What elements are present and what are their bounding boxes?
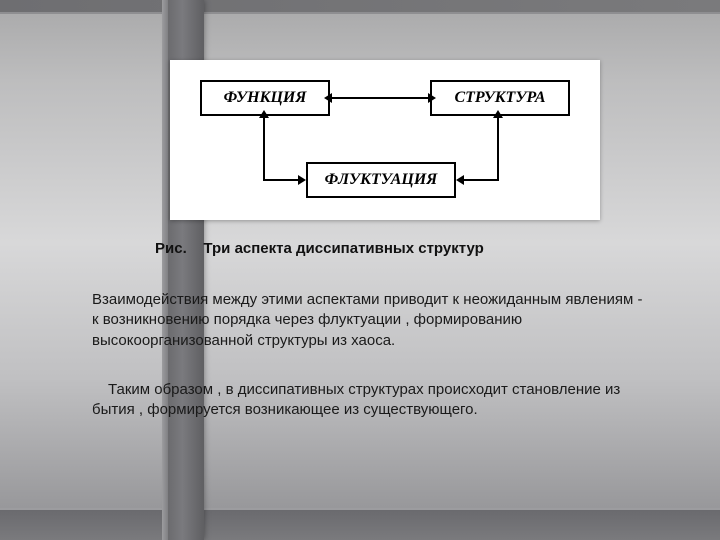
arrowhead-up-icon	[259, 110, 269, 118]
paragraph-1: Взаимодействия между этими аспектами при…	[92, 290, 652, 351]
caption-prefix: Рис.	[155, 240, 187, 257]
arrowhead-left-icon	[456, 175, 464, 185]
arrowhead-right-icon	[428, 93, 436, 103]
arrowhead-left-icon	[324, 93, 332, 103]
diagram-panel: ФУНКЦИЯ СТРУКТУРА ФЛУКТУАЦИЯ	[170, 60, 600, 220]
edge-funktsiya-struktura	[332, 97, 428, 99]
caption-text: Три аспекта диссипативных структур	[203, 240, 483, 257]
arrowhead-right-icon	[298, 175, 306, 185]
paragraph-2: Таким образом , в диссипативных структур…	[92, 380, 652, 421]
arrowhead-up-icon	[493, 110, 503, 118]
edge-struktura-fluktuaciya-v	[497, 118, 499, 179]
node-fluktuaciya: ФЛУКТУАЦИЯ	[306, 162, 456, 198]
bottom-strip	[0, 508, 720, 540]
top-strip	[0, 0, 720, 14]
edge-funktsiya-fluktuaciya-v	[263, 118, 265, 179]
edge-struktura-fluktuaciya-h	[458, 179, 499, 181]
figure-caption: Рис. Три аспекта диссипативных структур	[155, 240, 655, 257]
